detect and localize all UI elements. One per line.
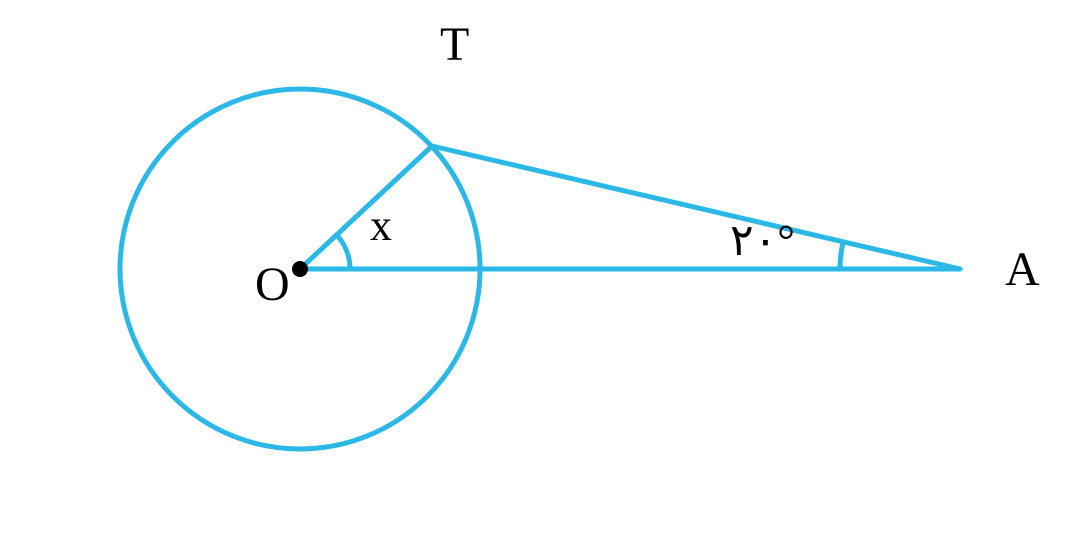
label-O: O — [255, 258, 290, 311]
label-A: A — [1005, 243, 1040, 296]
angle-arc-O — [337, 235, 350, 269]
label-T: T — [440, 18, 469, 71]
angle-label-x: x — [370, 201, 392, 250]
line-OT — [300, 146, 432, 269]
geometry-diagram: O A T x ٢٠° — [0, 0, 1080, 539]
center-dot — [292, 261, 308, 277]
line-TA — [432, 146, 960, 269]
angle-label-A: ٢٠° — [730, 216, 795, 265]
angle-arc-A — [840, 242, 843, 269]
